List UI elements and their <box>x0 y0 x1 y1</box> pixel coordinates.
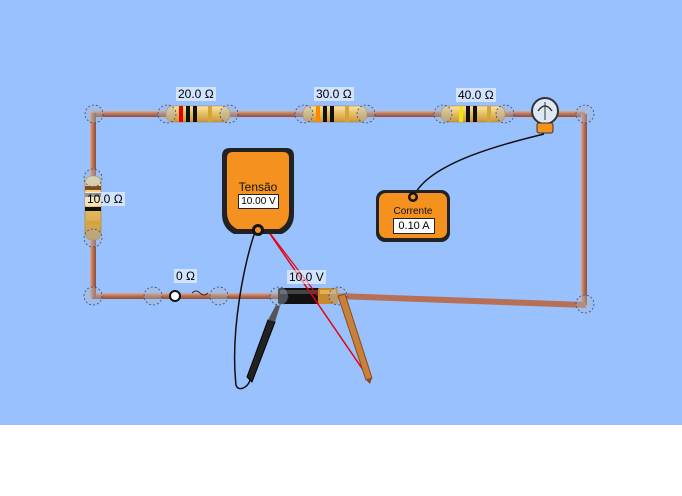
junction[interactable] <box>83 168 103 188</box>
black-probe[interactable] <box>246 305 280 383</box>
junction[interactable] <box>575 294 595 314</box>
resistor-40-label: 40.0 Ω <box>456 88 496 102</box>
red-probe[interactable] <box>337 293 373 384</box>
wire-top-left[interactable] <box>92 111 167 117</box>
junction[interactable] <box>209 286 229 306</box>
resistor-30-ohm[interactable] <box>302 105 368 123</box>
switch-label: 0 Ω <box>174 269 197 283</box>
resistor-30-label: 30.0 Ω <box>314 87 354 101</box>
resistor-20-ohm[interactable] <box>165 105 231 123</box>
ammeter-title: Corrente <box>393 206 433 217</box>
junction[interactable] <box>143 286 163 306</box>
junctions[interactable] <box>83 104 595 314</box>
switch[interactable] <box>152 290 222 302</box>
wire-left-top[interactable] <box>90 113 96 181</box>
junction[interactable] <box>83 228 103 248</box>
wire-right[interactable] <box>581 114 587 305</box>
junction[interactable] <box>495 104 515 124</box>
junction[interactable] <box>157 104 177 124</box>
voltmeter-title: Tensão <box>238 180 278 194</box>
junction[interactable] <box>83 286 103 306</box>
voltmeter-red-lead <box>265 227 371 381</box>
resistor-20-label: 20.0 Ω <box>176 87 216 101</box>
junction[interactable] <box>269 286 289 306</box>
junction[interactable] <box>219 104 239 124</box>
wire-left-bottom[interactable] <box>90 238 96 298</box>
ammeter-reading: 0.10 A <box>393 218 435 234</box>
junction[interactable] <box>294 104 314 124</box>
circuit-drawing <box>83 97 595 390</box>
voltmeter-body <box>222 148 294 236</box>
resistor-40-ohm[interactable] <box>440 105 506 123</box>
ammeter[interactable]: Corrente 0.10 A <box>376 190 450 242</box>
circuit-canvas[interactable]: 20.0 Ω 30.0 Ω 40.0 Ω 10.0 Ω 0 Ω 10.0 V T… <box>0 0 682 425</box>
junction[interactable] <box>433 104 453 124</box>
ammeter-lead <box>413 133 545 197</box>
wires[interactable] <box>90 111 587 308</box>
voltmeter-reading: 10.00 V <box>238 194 279 209</box>
junction[interactable] <box>356 104 376 124</box>
wire-bottom-right[interactable] <box>336 293 586 308</box>
voltmeter[interactable]: Tensão 10.00 V <box>222 148 294 240</box>
junction[interactable] <box>575 104 595 124</box>
light-bulb[interactable] <box>531 97 559 134</box>
battery-label: 10.0 V <box>287 270 326 284</box>
wire-bottom-mid[interactable] <box>220 293 280 299</box>
voltmeter-black-lead <box>233 231 256 390</box>
wire-bottom-left[interactable] <box>92 293 154 299</box>
junction[interactable] <box>84 104 104 124</box>
wire-top-right[interactable] <box>366 111 442 117</box>
resistor-10-label: 10.0 Ω <box>85 192 125 206</box>
wire-top-mid[interactable] <box>228 111 304 117</box>
